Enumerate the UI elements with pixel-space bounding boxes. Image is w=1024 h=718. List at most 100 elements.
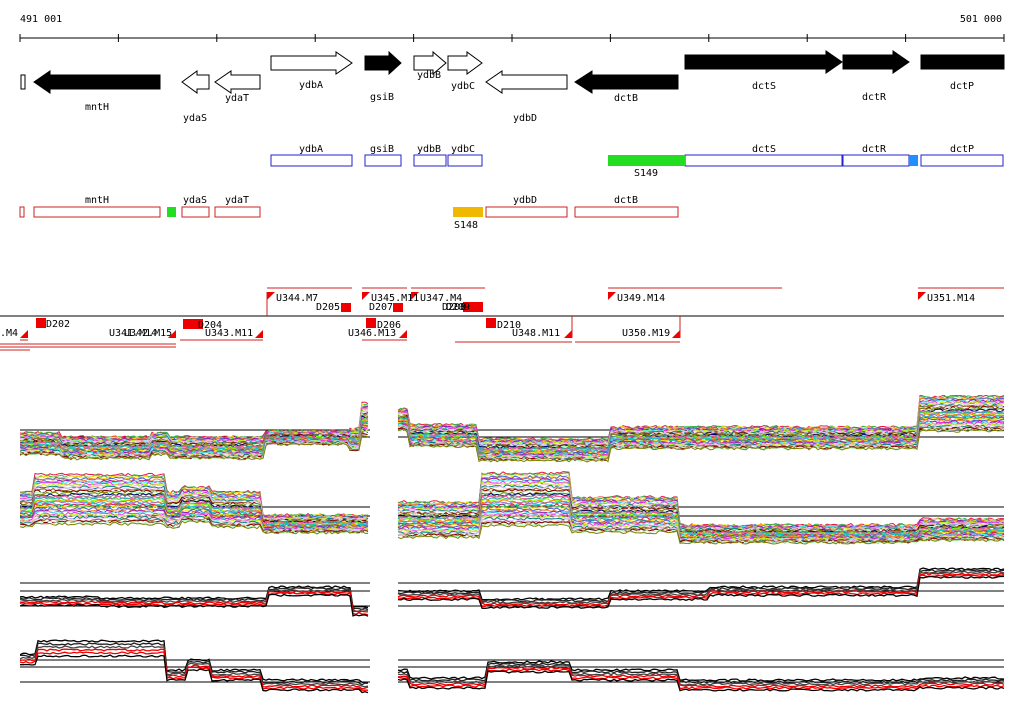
gene-label-ydbb: ydbB bbox=[417, 70, 441, 81]
gene-label-dctb: dctB bbox=[614, 93, 638, 104]
gene-arrow-dctp[interactable] bbox=[920, 54, 1005, 70]
protein-box-ydbb[interactable] bbox=[413, 154, 447, 167]
gene-arrow-ydbc[interactable] bbox=[447, 51, 483, 75]
expression-trace bbox=[397, 575, 1004, 609]
protein-box-gsib[interactable] bbox=[364, 154, 402, 167]
protein-label-dctp: dctP bbox=[950, 144, 974, 155]
segment-label-m4: .M4 bbox=[0, 328, 18, 339]
expression-trace bbox=[20, 435, 369, 461]
gene-label-dctr: dctR bbox=[862, 92, 887, 103]
sigma-box-blue[interactable] bbox=[909, 155, 918, 166]
gene-arrow-ydbb[interactable] bbox=[413, 50, 447, 76]
rna-box-mnth[interactable] bbox=[33, 206, 161, 218]
gene-label-ydba: ydbA bbox=[299, 80, 323, 91]
expression-panels bbox=[20, 395, 1005, 694]
expression-trace bbox=[20, 519, 369, 535]
down-label-d210: D210 bbox=[497, 320, 521, 331]
segment-label-u349: U349.M14 bbox=[617, 293, 665, 304]
gene-label-ydat: ydaT bbox=[225, 93, 249, 104]
expression-trace bbox=[20, 489, 369, 523]
rna-box-small[interactable] bbox=[19, 206, 25, 218]
sigma-label-s149: S149 bbox=[634, 168, 658, 179]
expression-trace bbox=[397, 405, 1005, 449]
segment-label-u347: U347.M4 bbox=[420, 293, 462, 304]
expression-trace bbox=[20, 642, 369, 686]
rna-box-dctb[interactable] bbox=[574, 206, 679, 218]
segment-label-u346: U346.M13 bbox=[348, 328, 396, 339]
gene-arrow-ydas[interactable] bbox=[181, 70, 210, 94]
gene-label-ydbc: ydbC bbox=[451, 81, 475, 92]
expression-trace bbox=[20, 654, 369, 694]
rna-label-ydbd: ydbD bbox=[513, 195, 537, 206]
protein-box-ydba[interactable] bbox=[270, 154, 353, 167]
sigma-box-s148[interactable] bbox=[453, 207, 483, 217]
segment-label-u350: U350.M19 bbox=[622, 328, 670, 339]
gene-label-dctp: dctP bbox=[950, 81, 974, 92]
protein-box-dcts[interactable] bbox=[684, 154, 843, 167]
rna-box-ydas[interactable] bbox=[181, 206, 210, 218]
expression-trace bbox=[397, 511, 1005, 541]
expression-trace bbox=[397, 426, 1005, 461]
expression-trace bbox=[397, 666, 1005, 688]
protein-box-dctr[interactable] bbox=[842, 154, 910, 167]
expression-trace bbox=[397, 413, 1005, 454]
segment-label-u351: U351.M14 bbox=[927, 293, 975, 304]
expression-trace bbox=[397, 662, 1004, 684]
gene-label-gsib: gsiB bbox=[370, 92, 394, 103]
gene-arrow-ydbd[interactable] bbox=[485, 70, 568, 94]
rna-label-ydat: ydaT bbox=[225, 195, 249, 206]
gene-arrow-gsib[interactable] bbox=[364, 50, 402, 76]
gene-label-ydas: ydaS bbox=[183, 113, 207, 124]
protein-label-ydbc: ydbC bbox=[451, 144, 475, 155]
expression-trace bbox=[20, 504, 369, 529]
gene-arrow-dctb[interactable] bbox=[574, 70, 679, 94]
gene-label-mnth: mntH bbox=[85, 102, 109, 113]
segment-label-u341: U341.M14 bbox=[109, 328, 157, 339]
down-label-d206: D206 bbox=[377, 320, 401, 331]
segment-label-u345: U345.M11 bbox=[371, 293, 419, 304]
expression-trace bbox=[397, 572, 1005, 606]
gene-label-ydbd: ydbD bbox=[513, 113, 537, 124]
expression-trace bbox=[397, 523, 1005, 545]
down-label-d205: D205 bbox=[316, 302, 340, 313]
expression-trace bbox=[397, 574, 1005, 608]
protein-box-dctp[interactable] bbox=[920, 154, 1004, 167]
expression-trace bbox=[397, 568, 1005, 603]
rna-sigma-green[interactable] bbox=[167, 207, 176, 217]
gene-arrow-g0[interactable] bbox=[20, 74, 26, 90]
expression-trace bbox=[397, 503, 1005, 538]
expression-trace bbox=[20, 645, 369, 688]
rna-box-ydat[interactable] bbox=[214, 206, 261, 218]
expression-trace bbox=[397, 660, 1005, 682]
rna-box-ydbd[interactable] bbox=[485, 206, 568, 218]
coordinate-ruler: 491 001 501 000 bbox=[19, 14, 1005, 42]
protein-label-ydba: ydbA bbox=[299, 144, 323, 155]
gene-arrow-dctr[interactable] bbox=[842, 50, 910, 74]
gene-arrow-mnth[interactable] bbox=[33, 70, 161, 94]
ruler-end-label: 501 000 bbox=[960, 14, 1002, 25]
protein-box-ydbc[interactable] bbox=[447, 154, 483, 167]
expression-trace bbox=[397, 670, 1005, 692]
down-label-d202: D202 bbox=[46, 319, 70, 330]
gene-arrow-ydat[interactable] bbox=[214, 70, 261, 94]
rna-label-dctb: dctB bbox=[614, 195, 638, 206]
expression-trace bbox=[20, 590, 369, 613]
gene-track: mntH ydaS ydaT ydbA gsiB ydbB ydbC ydbD … bbox=[20, 50, 1005, 124]
protein-label-ydbb: ydbB bbox=[417, 144, 441, 155]
sigma-label-s148: S148 bbox=[454, 220, 478, 231]
protein-label-dctr: dctR bbox=[862, 144, 887, 155]
segment-track: U344.M7 U345.M11 U347.M4 U349.M14 U351.M… bbox=[0, 287, 1004, 351]
gene-arrow-ydba[interactable] bbox=[270, 51, 353, 75]
down-label-d209: D209 bbox=[446, 302, 470, 313]
expression-trace bbox=[397, 477, 1005, 530]
expression-trace bbox=[397, 664, 1005, 686]
expression-trace bbox=[20, 639, 369, 684]
gene-arrow-dcts[interactable] bbox=[684, 50, 843, 74]
expression-trace bbox=[397, 567, 1005, 601]
protein-label-gsib: gsiB bbox=[370, 144, 394, 155]
sigma-box-s149[interactable] bbox=[608, 155, 685, 166]
segment-label-u348: U348.M11 bbox=[512, 328, 560, 339]
segment-label-u343: U343.M11 bbox=[205, 328, 253, 339]
expression-trace bbox=[397, 406, 1005, 449]
segment-label-u344: U344.M7 bbox=[276, 293, 318, 304]
